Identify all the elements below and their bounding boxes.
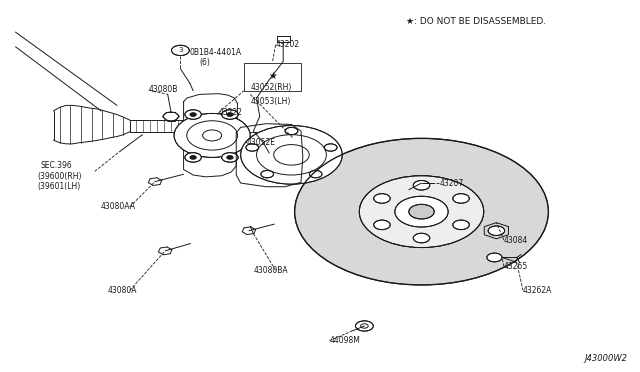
Circle shape	[185, 153, 202, 162]
Circle shape	[374, 194, 390, 203]
Circle shape	[227, 155, 233, 159]
Text: SEC.396: SEC.396	[41, 161, 72, 170]
Text: 43084: 43084	[504, 236, 528, 245]
Text: ★: DO NOT BE DISASSEMBLED.: ★: DO NOT BE DISASSEMBLED.	[406, 17, 546, 26]
Text: 3: 3	[178, 47, 182, 54]
Circle shape	[163, 112, 179, 121]
Text: (39600(RH): (39600(RH)	[38, 172, 82, 181]
Circle shape	[309, 170, 322, 178]
Text: 43052E: 43052E	[247, 138, 276, 147]
Circle shape	[413, 180, 429, 190]
Text: 43207: 43207	[439, 179, 463, 187]
Text: 43053(LH): 43053(LH)	[250, 97, 291, 106]
Text: 43202: 43202	[276, 41, 300, 49]
Text: (39601(LH): (39601(LH)	[38, 182, 81, 191]
Circle shape	[174, 113, 250, 157]
Circle shape	[285, 127, 298, 135]
Circle shape	[190, 155, 196, 159]
Text: 43052(RH): 43052(RH)	[250, 83, 292, 92]
Text: J43000W2: J43000W2	[585, 354, 628, 363]
Text: 43222: 43222	[218, 108, 243, 117]
Circle shape	[413, 233, 429, 243]
Circle shape	[185, 110, 202, 119]
Text: 43080A: 43080A	[108, 286, 137, 295]
Circle shape	[227, 113, 233, 116]
Wedge shape	[294, 138, 548, 285]
Circle shape	[261, 170, 273, 178]
Circle shape	[359, 176, 484, 247]
Circle shape	[488, 226, 504, 235]
Text: 43080BA: 43080BA	[253, 266, 288, 275]
Circle shape	[190, 113, 196, 116]
Bar	[244, 63, 301, 91]
Circle shape	[395, 196, 448, 227]
Text: 43265: 43265	[504, 262, 528, 271]
Text: 0B1B4-4401A: 0B1B4-4401A	[190, 48, 242, 57]
Circle shape	[221, 153, 238, 162]
Text: 43262A: 43262A	[523, 286, 552, 295]
Circle shape	[374, 220, 390, 230]
Circle shape	[241, 125, 342, 184]
Circle shape	[409, 204, 434, 219]
Text: ★: ★	[268, 71, 276, 81]
Text: (6): (6)	[200, 58, 211, 67]
Text: 43080B: 43080B	[148, 86, 178, 94]
Circle shape	[221, 110, 238, 119]
Circle shape	[356, 321, 373, 331]
Circle shape	[246, 144, 259, 151]
Bar	[246, 132, 293, 147]
Text: 43080AA: 43080AA	[101, 202, 136, 211]
Circle shape	[324, 144, 337, 151]
Circle shape	[172, 45, 189, 55]
Circle shape	[487, 253, 502, 262]
Circle shape	[453, 220, 469, 230]
Circle shape	[453, 194, 469, 203]
Text: 44098M: 44098M	[330, 336, 360, 345]
